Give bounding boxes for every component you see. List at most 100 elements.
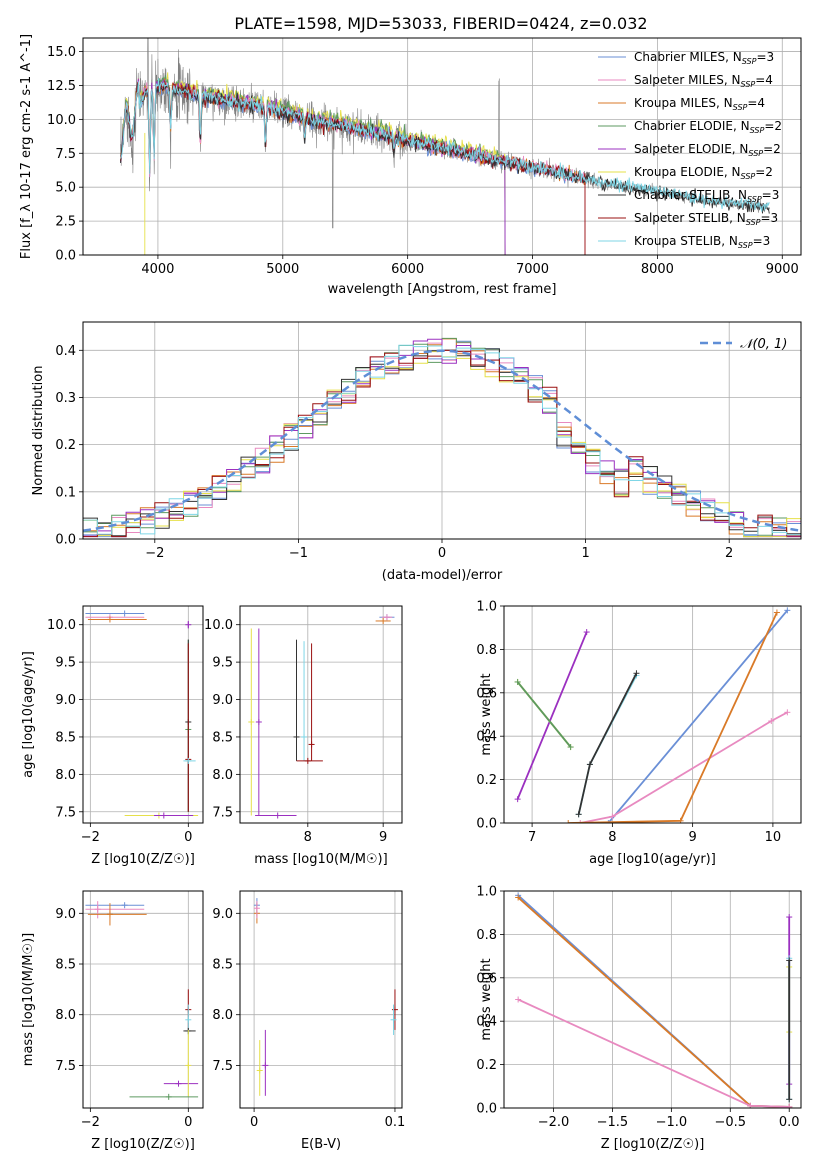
y-tick-label: 8.5 xyxy=(55,730,76,745)
mass_vs_Z-y-label: mass [log10(M/M☉)] xyxy=(21,933,36,1066)
y-tick-label: 0.4 xyxy=(476,730,497,745)
normal-curve xyxy=(83,349,799,532)
residuals-x-label: (data-model)/error xyxy=(382,568,503,583)
y-tick-label: 0.0 xyxy=(55,249,76,264)
age_vs_mass-plot-area xyxy=(248,614,395,819)
x-tick-label: 4000 xyxy=(141,262,174,277)
residuals-plot-area xyxy=(83,337,801,539)
series-line-cm xyxy=(517,894,790,1108)
y-tick-label: 0.8 xyxy=(476,928,497,943)
series-line-km xyxy=(517,896,790,1108)
weight_vs_age-y-label: mass weight xyxy=(479,673,494,755)
y-tick-label: 8.0 xyxy=(55,1008,76,1023)
model-spectrum-ke xyxy=(120,72,506,255)
residuals-axes: −2 −1 0 1 2 0.0 0.1 0.2 0.3 0.4 xyxy=(55,322,801,561)
x-tick-label: −2 xyxy=(81,830,100,845)
x-tick-label: −0.5 xyxy=(714,1115,746,1130)
series-line-sm xyxy=(580,711,788,823)
y-tick-label: 0.2 xyxy=(476,1058,497,1073)
series-line-cs xyxy=(577,672,638,815)
x-tick-label: −2.0 xyxy=(538,1115,570,1130)
x-tick-label: 9 xyxy=(688,830,696,845)
weight_vs_Z-y-label: mass weight xyxy=(479,958,494,1040)
mass_vs_EBV-frame xyxy=(239,890,403,1109)
spectrum-plot-area xyxy=(120,38,771,255)
series-line-km xyxy=(568,612,778,823)
age_vs_Z-frame xyxy=(82,605,204,824)
age_vs_mass-x-label: mass [log10(M/M☉)] xyxy=(254,852,387,867)
y-tick-label: 8.0 xyxy=(55,768,76,783)
y-tick-label: 0.0 xyxy=(476,1102,497,1117)
y-tick-label: 0.6 xyxy=(476,971,497,986)
mass_vs_EBV-axes: 0 0.1 7.5 8.0 8.5 9.0 xyxy=(212,891,405,1130)
y-tick-label: 7.5 xyxy=(55,147,76,162)
y-tick-label: 0.0 xyxy=(55,533,76,548)
y-tick-label: 12.5 xyxy=(47,79,76,94)
legend-entry: Chabrier MILES, NSSP=3 xyxy=(634,50,774,66)
x-tick-label: 10 xyxy=(765,830,782,845)
weight_vs_age-x-label: age [log10(age/yr)] xyxy=(589,852,716,867)
x-tick-label: 5000 xyxy=(266,262,299,277)
weight_vs_Z-frame xyxy=(503,890,802,1109)
x-tick-label: 2 xyxy=(725,546,733,561)
age_vs_Z-x-label: Z [log10(Z/Z☉)] xyxy=(91,852,195,867)
x-tick-label: −1.0 xyxy=(656,1115,688,1130)
x-tick-label: 8 xyxy=(608,830,616,845)
model-spectrum-se xyxy=(120,78,506,255)
legend-entry: Kroupa STELIB, NSSP=3 xyxy=(634,234,770,250)
y-tick-label: 7.5 xyxy=(55,1059,76,1074)
x-tick-label: −1 xyxy=(289,546,308,561)
weight_vs_Z-axes: −2.0 −1.5 −1.0 −0.5 0.0 0.0 0.2 0.4 0.6 0.8 1.0 xyxy=(476,885,801,1130)
age_vs_Z-y-label: age [log10(age/yr)] xyxy=(21,651,36,778)
y-tick-label: 7.5 xyxy=(212,1059,233,1074)
y-tick-label: 8.5 xyxy=(55,958,76,973)
mass_vs_Z-axes: −2 0 7.5 8.0 8.5 9.0 xyxy=(55,891,203,1130)
y-tick-label: 10.0 xyxy=(47,113,76,128)
y-tick-label: 1.0 xyxy=(476,885,497,900)
residuals-y-label: Normed distribution xyxy=(31,366,46,496)
spectrum-legend: Chabrier MILES, NSSP=3 Salpeter MILES, NS… xyxy=(598,50,782,250)
y-tick-label: 10.0 xyxy=(47,618,76,633)
y-tick-label: 7.5 xyxy=(55,805,76,820)
series-line-ce xyxy=(516,681,572,748)
y-tick-label: 8.0 xyxy=(212,1008,233,1023)
y-tick-label: 10.0 xyxy=(204,618,233,633)
model-spectrum-ce xyxy=(120,74,506,255)
model-spectrum-ks xyxy=(120,78,770,212)
weight_vs_Z-x-label: Z [log10(Z/Z☉)] xyxy=(601,1137,705,1152)
x-tick-label: −1.5 xyxy=(597,1115,629,1130)
y-tick-label: 0.4 xyxy=(55,344,76,359)
mass_vs_EBV-x-label: E(B-V) xyxy=(301,1137,341,1152)
mass_vs_Z-frame xyxy=(82,890,204,1109)
y-tick-label: 0.2 xyxy=(55,438,76,453)
mass_vs_Z-plot-area xyxy=(85,901,199,1100)
age_vs_mass-axes: 8 9 7.5 8.0 8.5 9.0 9.5 10.0 xyxy=(204,606,402,845)
mass_vs_EBV-plot-area xyxy=(253,898,398,1096)
series-line-ks xyxy=(577,674,638,815)
x-tick-label: 7 xyxy=(528,830,536,845)
legend-entry: Kroupa ELODIE, NSSP=2 xyxy=(634,165,773,181)
x-tick-label: 9 xyxy=(379,830,387,845)
series-line-cm xyxy=(607,609,789,823)
x-tick-label: 7000 xyxy=(516,262,549,277)
x-tick-label: 0 xyxy=(438,546,446,561)
figure-title: PLATE=1598, MJD=53033, FIBERID=0424, z=0… xyxy=(234,14,647,33)
y-tick-label: 9.0 xyxy=(212,693,233,708)
y-tick-label: 9.0 xyxy=(55,693,76,708)
x-tick-label: 9000 xyxy=(766,262,799,277)
x-tick-label: 6000 xyxy=(391,262,424,277)
y-tick-label: 9.0 xyxy=(55,907,76,922)
y-tick-label: 5.0 xyxy=(55,181,76,196)
histogram-ks xyxy=(83,344,801,539)
x-tick-label: 8 xyxy=(304,830,312,845)
legend-entry: 𝒩(0, 1) xyxy=(740,337,787,352)
spectrum-y-label: Flux [f_λ 10-17 erg cm-2 s-1 A^-1] xyxy=(19,34,34,259)
y-tick-label: 9.5 xyxy=(212,656,233,671)
x-tick-label: −2 xyxy=(145,546,164,561)
series-line-se xyxy=(516,631,588,800)
legend-entry: Salpeter ELODIE, NSSP=2 xyxy=(634,142,781,158)
residuals-frame xyxy=(82,321,802,540)
legend-entry: Salpeter MILES, NSSP=4 xyxy=(634,73,773,89)
y-tick-label: 15.0 xyxy=(47,45,76,60)
